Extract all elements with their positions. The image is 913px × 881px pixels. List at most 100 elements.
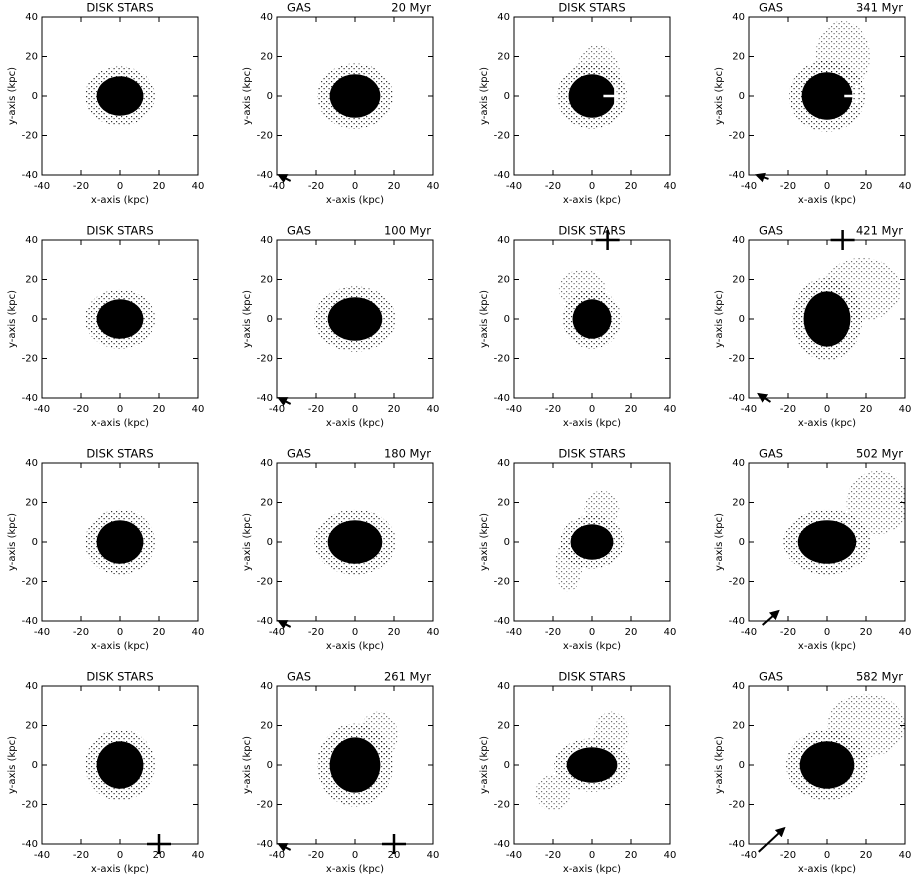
x-tick-label: -20 [545, 181, 561, 192]
plot-area [314, 286, 396, 352]
cloud-core [797, 520, 857, 564]
panel-title: DISK STARS [558, 447, 625, 461]
y-tick-label: 0 [739, 314, 745, 325]
x-tick-label: 20 [388, 850, 401, 861]
x-tick-label: -20 [780, 181, 796, 192]
plot-area [786, 693, 905, 801]
x-tick-label: -40 [506, 850, 522, 861]
y-tick-label: 0 [267, 760, 273, 771]
y-tick-label: -40 [729, 839, 745, 850]
x-tick-label: 0 [352, 181, 358, 192]
y-tick-label: -40 [494, 616, 510, 627]
x-tick-label: 0 [352, 850, 358, 861]
cloud-sparse [584, 490, 620, 527]
x-tick-label: -40 [269, 850, 285, 861]
x-tick-label: -40 [741, 627, 757, 638]
panel-title: DISK STARS [558, 1, 625, 15]
panel-time: 502 Myr [856, 447, 903, 461]
x-axis-label: x-axis (kpc) [326, 418, 384, 429]
panel-title: DISK STARS [86, 1, 153, 15]
y-tick-label: 0 [504, 91, 510, 102]
panel: -40 -20 0 20 40 -40 -20 0 20 40 x-axis (kpc) y-axis… [479, 1, 676, 207]
y-tick-label: -20 [257, 354, 273, 365]
x-tick-label: 20 [388, 627, 401, 638]
x-tick-label: 40 [664, 850, 677, 861]
x-axis-label: x-axis (kpc) [563, 195, 621, 206]
panel: -40 -20 0 20 40 -40 -20 0 20 40 x-axis (kpc) y-axis… [479, 447, 676, 653]
y-axis-label: y-axis (kpc) [242, 736, 253, 794]
panel-title: DISK STARS [86, 447, 153, 461]
y-tick-label: -40 [257, 839, 273, 850]
panel-title: GAS [759, 1, 783, 15]
cloud-sparse [815, 20, 870, 93]
x-tick-label: 0 [824, 850, 830, 861]
cloud-core [327, 520, 383, 564]
plot-area [316, 63, 394, 129]
y-tick-label: 20 [25, 52, 38, 63]
y-tick-label: -20 [257, 131, 273, 142]
perturber-cross [603, 86, 628, 106]
y-tick-label: 0 [32, 537, 38, 548]
x-tick-label: 40 [664, 627, 677, 638]
x-tick-label: -40 [741, 850, 757, 861]
y-tick-label: -40 [22, 393, 38, 404]
y-tick-label: -20 [494, 800, 510, 811]
x-axis-label: x-axis (kpc) [326, 195, 384, 206]
y-tick-label: -20 [22, 131, 38, 142]
x-axis-label: x-axis (kpc) [91, 195, 149, 206]
y-tick-label: -40 [257, 616, 273, 627]
x-tick-label: 0 [589, 850, 595, 861]
y-axis-label: y-axis (kpc) [242, 513, 253, 571]
x-tick-label: -40 [741, 404, 757, 415]
y-tick-label: -20 [494, 577, 510, 588]
y-tick-label: 40 [732, 681, 745, 692]
y-tick-label: -20 [729, 131, 745, 142]
x-tick-label: 0 [824, 404, 830, 415]
x-tick-label: 20 [388, 404, 401, 415]
panel-title: DISK STARS [558, 224, 625, 238]
cloud-core [799, 741, 855, 789]
plot-area [783, 470, 905, 575]
y-tick-label: 40 [260, 681, 273, 692]
y-tick-label: 20 [732, 52, 745, 63]
y-tick-label: 40 [25, 235, 38, 246]
y-tick-label: 0 [739, 91, 745, 102]
arrow [754, 172, 769, 183]
x-axis-label: x-axis (kpc) [91, 418, 149, 429]
x-tick-label: 20 [625, 181, 638, 192]
y-tick-label: -40 [22, 839, 38, 850]
x-tick-label: -20 [73, 627, 89, 638]
y-tick-label: 20 [497, 498, 510, 509]
y-tick-label: 40 [732, 235, 745, 246]
y-tick-label: -40 [257, 393, 273, 404]
y-tick-label: -40 [494, 170, 510, 181]
x-tick-label: 20 [625, 404, 638, 415]
x-tick-label: -20 [545, 850, 561, 861]
y-axis-label: y-axis (kpc) [7, 736, 18, 794]
y-tick-label: 20 [260, 721, 273, 732]
x-tick-label: -40 [741, 181, 757, 192]
x-tick-label: 40 [192, 404, 205, 415]
y-tick-label: 0 [267, 537, 273, 548]
y-tick-label: 40 [25, 458, 38, 469]
cloud-sparse [558, 269, 606, 310]
x-axis-label: x-axis (kpc) [91, 641, 149, 652]
x-tick-label: -20 [780, 627, 796, 638]
x-tick-label: 0 [117, 404, 123, 415]
y-tick-label: -40 [494, 839, 510, 850]
panel-title: DISK STARS [86, 224, 153, 238]
y-tick-label: 40 [260, 12, 273, 23]
y-tick-label: 0 [739, 760, 745, 771]
x-tick-label: 20 [153, 404, 166, 415]
cloud-core [96, 741, 144, 789]
x-axis-label: x-axis (kpc) [798, 195, 856, 206]
x-tick-label: 20 [625, 850, 638, 861]
y-axis-label: y-axis (kpc) [479, 290, 490, 348]
panel-title: GAS [759, 447, 783, 461]
x-axis-label: x-axis (kpc) [563, 864, 621, 875]
y-tick-label: 40 [732, 12, 745, 23]
x-axis-label: x-axis (kpc) [798, 641, 856, 652]
panel-title: GAS [287, 224, 311, 238]
plot-area [558, 269, 622, 349]
x-tick-label: -20 [73, 181, 89, 192]
